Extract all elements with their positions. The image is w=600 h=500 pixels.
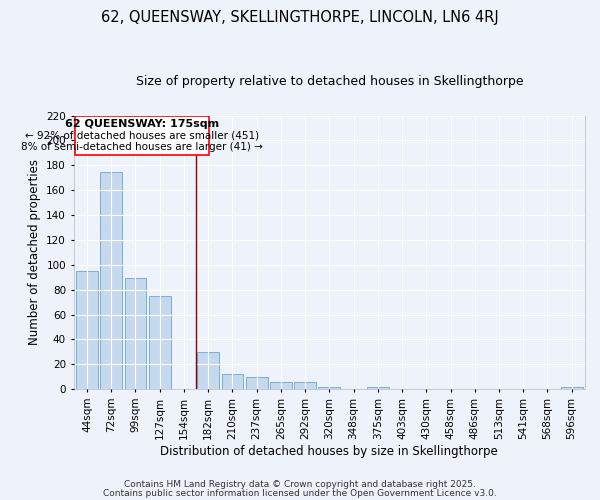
Y-axis label: Number of detached properties: Number of detached properties [28, 160, 41, 346]
Text: ← 92% of detached houses are smaller (451): ← 92% of detached houses are smaller (45… [25, 130, 259, 140]
Bar [100, 172, 122, 389]
Bar [76, 271, 98, 389]
Bar [270, 382, 292, 389]
Bar [246, 376, 268, 389]
Bar [561, 386, 583, 389]
Text: Contains HM Land Registry data © Crown copyright and database right 2025.: Contains HM Land Registry data © Crown c… [124, 480, 476, 489]
Text: 62 QUEENSWAY: 175sqm: 62 QUEENSWAY: 175sqm [65, 120, 219, 130]
Bar [197, 352, 219, 389]
Text: Contains public sector information licensed under the Open Government Licence v3: Contains public sector information licen… [103, 488, 497, 498]
Bar [319, 386, 340, 389]
Text: 8% of semi-detached houses are larger (41) →: 8% of semi-detached houses are larger (4… [21, 142, 263, 152]
Text: 62, QUEENSWAY, SKELLINGTHORPE, LINCOLN, LN6 4RJ: 62, QUEENSWAY, SKELLINGTHORPE, LINCOLN, … [101, 10, 499, 25]
Title: Size of property relative to detached houses in Skellingthorpe: Size of property relative to detached ho… [136, 75, 523, 88]
Bar [125, 278, 146, 389]
Bar [149, 296, 170, 389]
Bar [294, 382, 316, 389]
Bar [75, 116, 209, 156]
Bar [221, 374, 244, 389]
Bar [367, 386, 389, 389]
X-axis label: Distribution of detached houses by size in Skellingthorpe: Distribution of detached houses by size … [160, 444, 498, 458]
